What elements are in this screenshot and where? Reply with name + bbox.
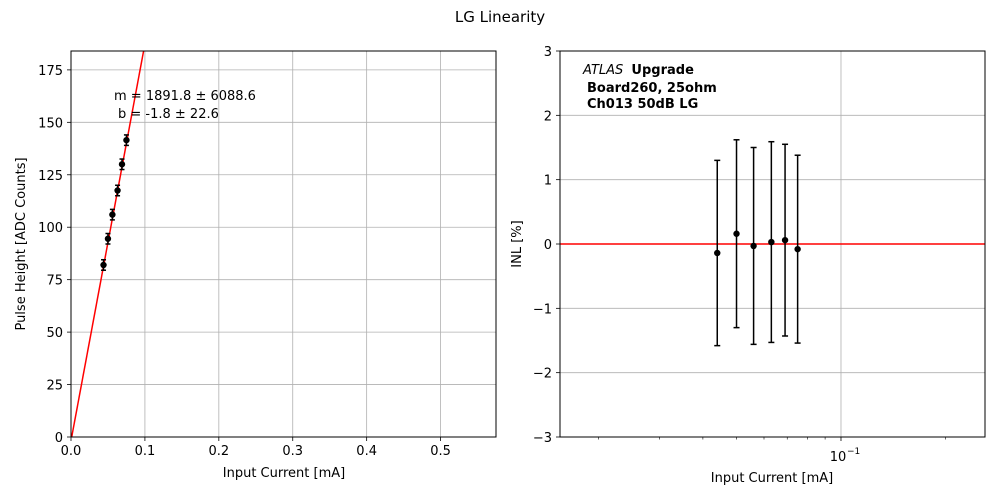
linearity-y-tick-label: 50	[46, 326, 63, 341]
inl-data-point	[733, 230, 740, 237]
inl-data-points	[714, 139, 801, 347]
linearity-plot: 0.0 0.1 0.2 0.3 0.4 0.5 0 25 50 75 100 125 150 175 m …	[14, 50, 497, 481]
linearity-x-tick-label: 0.2	[208, 444, 229, 459]
linearity-ticks: 0.0 0.1 0.2 0.3 0.4 0.5 0 25 50 75 100 125 150 175	[38, 64, 451, 459]
inl-data-point	[750, 242, 757, 250]
inl-y-tick-label: 0	[544, 238, 552, 253]
linearity-x-tick-label: 0.4	[356, 444, 377, 459]
inl-x-axis-label: Input Current [mA]	[711, 471, 833, 486]
linearity-data-point	[104, 235, 112, 242]
inl-y-tick-label: 3	[544, 45, 552, 60]
linearity-axes-frame	[70, 50, 497, 438]
inl-x-tick-label: 10	[830, 450, 847, 465]
inl-x-tick-exponent: −1	[847, 447, 860, 457]
linearity-data-point	[118, 161, 126, 168]
inl-data-point	[714, 249, 721, 257]
linearity-data-points	[100, 134, 130, 271]
inl-y-axis-label: INL [%]	[510, 220, 525, 267]
inl-data-point	[768, 238, 775, 246]
linearity-y-tick-label: 150	[38, 116, 63, 131]
inl-data-point	[794, 245, 801, 253]
inl-y-tick-label: −2	[533, 367, 552, 382]
linearity-y-tick-label: 175	[38, 64, 63, 79]
figure-title: LG Linearity	[455, 8, 545, 26]
inl-y-tick-label: 1	[544, 174, 552, 189]
fit-slope-annotation: m = 1891.8 ± 6088.6	[114, 89, 256, 104]
linearity-y-tick-label: 25	[46, 379, 63, 394]
linearity-y-tick-label: 75	[46, 274, 63, 289]
linearity-x-tick-label: 0.1	[135, 444, 156, 459]
linearity-data-point	[123, 136, 130, 144]
inl-y-tick-label: −3	[533, 431, 552, 446]
linearity-data-point	[100, 261, 107, 269]
inl-data-point	[781, 236, 789, 244]
atlas-label-italic: ATLAS	[582, 63, 623, 78]
linearity-y-tick-label: 125	[38, 169, 63, 184]
linearity-y-tick-label: 0	[55, 431, 63, 446]
linearity-y-axis-label: Pulse Height [ADC Counts]	[14, 157, 29, 330]
inl-y-tick-label: 2	[544, 109, 552, 124]
atlas-label: ATLAS Upgrade	[582, 63, 694, 78]
channel-label: Ch013 50dB LG	[587, 97, 698, 112]
linearity-x-tick-label: 0.3	[282, 444, 303, 459]
linearity-x-axis-label: Input Current [mA]	[223, 466, 345, 481]
inl-y-tick-label: −1	[533, 302, 552, 317]
linearity-y-tick-label: 100	[38, 221, 63, 236]
inl-axes-frame	[559, 50, 986, 438]
board-label: Board260, 25ohm	[587, 81, 717, 96]
linearity-grid	[70, 51, 496, 438]
linearity-data-point	[114, 187, 121, 194]
atlas-label-bold: Upgrade	[631, 63, 694, 78]
linearity-x-tick-label: 0.5	[430, 444, 451, 459]
linearity-data-point	[109, 211, 116, 218]
linearity-x-tick-label: 0.0	[61, 444, 82, 459]
fit-intercept-annotation: b = -1.8 ± 22.6	[118, 107, 219, 122]
